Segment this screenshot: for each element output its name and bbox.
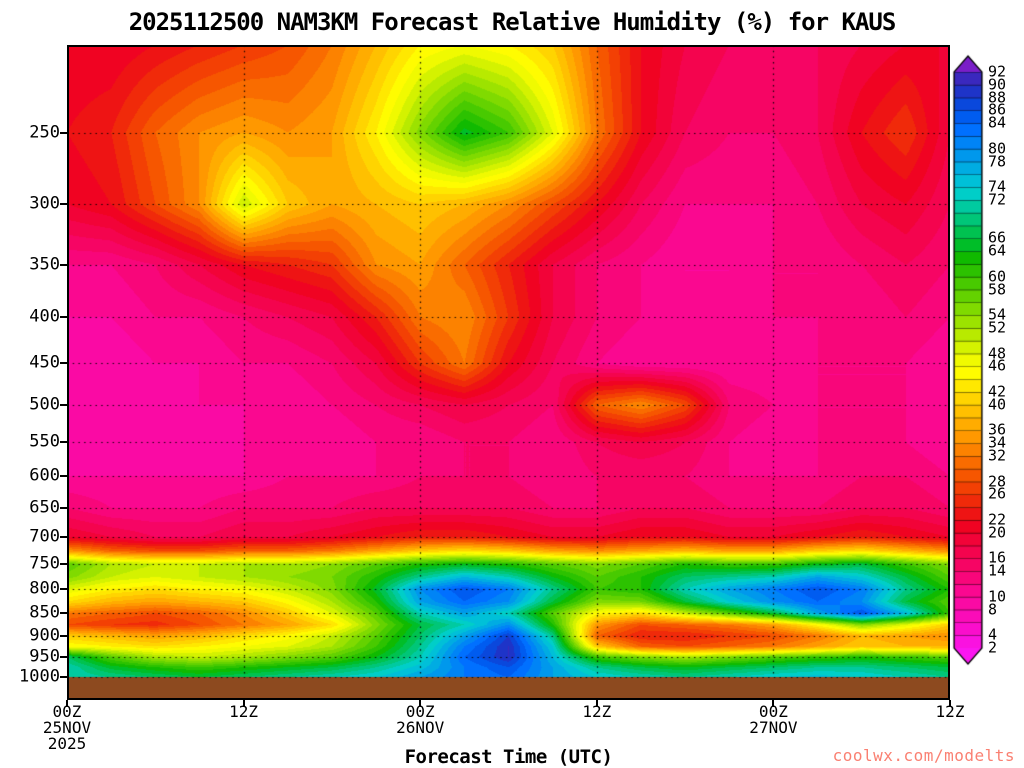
- pressure-tick-label: 500: [29, 394, 60, 415]
- colorbar-tick-label: 74: [988, 177, 1007, 196]
- colorbar-tick-label: 54: [988, 305, 1007, 324]
- colorbar-tick-label: 10: [988, 587, 1007, 606]
- colorbar-tick-label: 78: [988, 152, 1007, 171]
- time-tick-label: 00Z 26NOV: [396, 702, 445, 737]
- time-tick-label: 00Z 27NOV: [749, 702, 798, 737]
- pressure-tick-label: 900: [29, 625, 60, 646]
- colorbar-tick-label: 58: [988, 280, 1007, 299]
- colorbar-tick-label: 64: [988, 241, 1007, 260]
- pressure-tick-mark: [60, 131, 67, 134]
- colorbar-tick-label: 84: [988, 113, 1007, 132]
- pressure-tick-mark: [60, 676, 67, 679]
- pressure-tick-mark: [60, 362, 67, 365]
- time-tick-mark: [772, 700, 775, 707]
- colorbar-tick-label: 90: [988, 75, 1007, 94]
- time-tick-mark: [419, 700, 422, 707]
- colorbar-tick-label: 34: [988, 433, 1007, 452]
- pressure-tick-mark: [60, 475, 67, 478]
- pressure-tick-mark: [60, 403, 67, 406]
- rh-heatmap-canvas: [67, 45, 950, 700]
- pressure-tick-label: 350: [29, 254, 60, 275]
- colorbar-tick-label: 8: [988, 600, 998, 619]
- colorbar-tick-label: 46: [988, 356, 1007, 375]
- pressure-tick-mark: [60, 506, 67, 509]
- pressure-tick-mark: [60, 588, 67, 591]
- pressure-tick-label: 250: [29, 122, 60, 143]
- colorbar-tick-label: 40: [988, 395, 1007, 414]
- pressure-tick-label: 600: [29, 465, 60, 486]
- pressure-tick-mark: [60, 536, 67, 539]
- pressure-tick-mark: [60, 441, 67, 444]
- pressure-tick-mark: [60, 203, 67, 206]
- colorbar-tick-label: 66: [988, 228, 1007, 247]
- pressure-tick-label: 1000: [19, 666, 60, 687]
- colorbar-canvas: [952, 54, 986, 672]
- colorbar-tick-label: 22: [988, 510, 1007, 529]
- pressure-tick-mark: [60, 634, 67, 637]
- time-tick-mark: [66, 700, 68, 707]
- colorbar-tick-label: 72: [988, 190, 1007, 209]
- colorbar-tick-label: 2: [988, 638, 998, 657]
- pressure-tick-label: 800: [29, 578, 60, 599]
- colorbar-tick-label: 16: [988, 548, 1007, 567]
- pressure-tick-label: 400: [29, 306, 60, 327]
- colorbar-tick-label: 28: [988, 472, 1007, 491]
- pressure-tick-label: 650: [29, 497, 60, 518]
- colorbar-tick-label: 60: [988, 267, 1007, 286]
- x-axis-title: Forecast Time (UTC): [404, 746, 613, 768]
- watermark: coolwx.com/modelts: [832, 746, 1015, 765]
- time-tick-mark: [595, 700, 598, 707]
- colorbar-tick-label: 26: [988, 484, 1007, 503]
- pressure-tick-label: 550: [29, 431, 60, 452]
- time-tick-label: 00Z 25NOV 2025: [42, 702, 92, 753]
- colorbar-tick-label: 42: [988, 382, 1007, 401]
- time-tick-label: 12Z: [935, 702, 965, 721]
- chart-title: 2025112500 NAM3KM Forecast Relative Humi…: [128, 8, 897, 36]
- pressure-tick-label: 950: [29, 646, 60, 667]
- colorbar-tick-label: 36: [988, 420, 1007, 439]
- pressure-tick-label: 850: [29, 602, 60, 623]
- time-tick-mark: [949, 700, 951, 707]
- colorbar-tick-label: 86: [988, 100, 1007, 119]
- colorbar-tick-label: 88: [988, 88, 1007, 107]
- colorbar-tick-label: 80: [988, 139, 1007, 158]
- pressure-tick-label: 450: [29, 352, 60, 373]
- time-tick-label: 12Z: [582, 702, 612, 721]
- pressure-tick-label: 300: [29, 193, 60, 214]
- colorbar-tick-label: 32: [988, 446, 1007, 465]
- colorbar-tick-label: 92: [988, 62, 1007, 81]
- pressure-tick-mark: [60, 263, 67, 266]
- plot-area: [67, 45, 950, 700]
- colorbar-tick-label: 48: [988, 344, 1007, 363]
- time-tick-label: 12Z: [229, 702, 259, 721]
- pressure-tick-mark: [60, 563, 67, 566]
- pressure-tick-label: 700: [29, 526, 60, 547]
- time-tick-mark: [242, 700, 245, 707]
- pressure-tick-mark: [60, 612, 67, 615]
- pressure-tick-mark: [60, 655, 67, 658]
- colorbar-tick-label: 20: [988, 523, 1007, 542]
- pressure-tick-mark: [60, 316, 67, 319]
- colorbar-tick-label: 52: [988, 318, 1007, 337]
- colorbar-tick-label: 4: [988, 625, 998, 644]
- colorbar-tick-label: 14: [988, 561, 1007, 580]
- pressure-tick-label: 750: [29, 553, 60, 574]
